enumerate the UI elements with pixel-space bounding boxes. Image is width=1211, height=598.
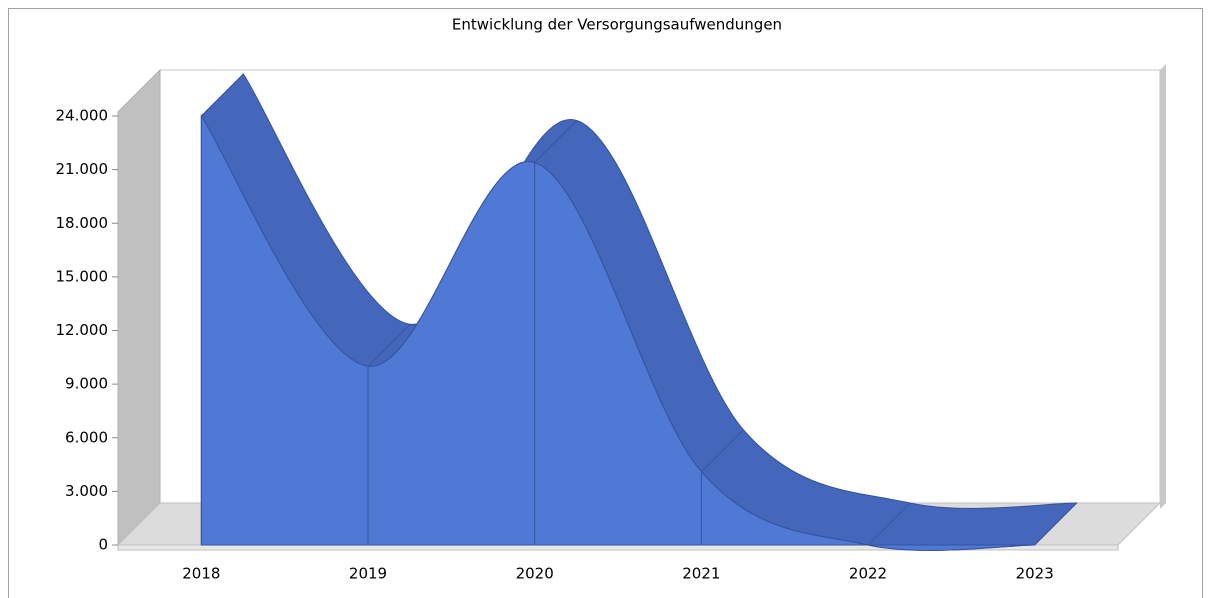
- y-tick-label: 21.000: [56, 160, 109, 178]
- chart-title: Entwicklung der Versorgungsaufwendungen: [452, 16, 782, 34]
- x-tick-label: 2019: [349, 565, 387, 583]
- area: [200, 114, 1035, 551]
- depth-edge: [367, 323, 411, 367]
- x-tick-label: 2021: [682, 565, 720, 583]
- y-tick-label: 24.000: [56, 107, 109, 125]
- y-tick-label: 12.000: [56, 321, 109, 339]
- chart-frame: [8, 8, 1203, 598]
- y-tick-label: 3.000: [65, 482, 108, 500]
- x-tick-label: 2020: [516, 565, 554, 583]
- depth-edge: [1034, 502, 1077, 546]
- y-tick-label: 0: [98, 536, 108, 554]
- y-tick-label: 18.000: [56, 214, 109, 232]
- depth-edge: [201, 73, 244, 117]
- x-tick-label: 2022: [849, 565, 887, 583]
- y-tick-label: 15.000: [56, 267, 109, 285]
- depth-edge: [701, 429, 744, 472]
- left-wall: [117, 68, 161, 547]
- wall-edge: [1160, 64, 1166, 509]
- y-tick-label: 9.000: [65, 375, 108, 393]
- y-tick-label: 6.000: [65, 428, 108, 446]
- x-tick-label: 2023: [1016, 565, 1054, 583]
- x-tick-label: 2018: [182, 565, 220, 583]
- depth-edge: [867, 502, 911, 546]
- depth-edge: [534, 120, 577, 163]
